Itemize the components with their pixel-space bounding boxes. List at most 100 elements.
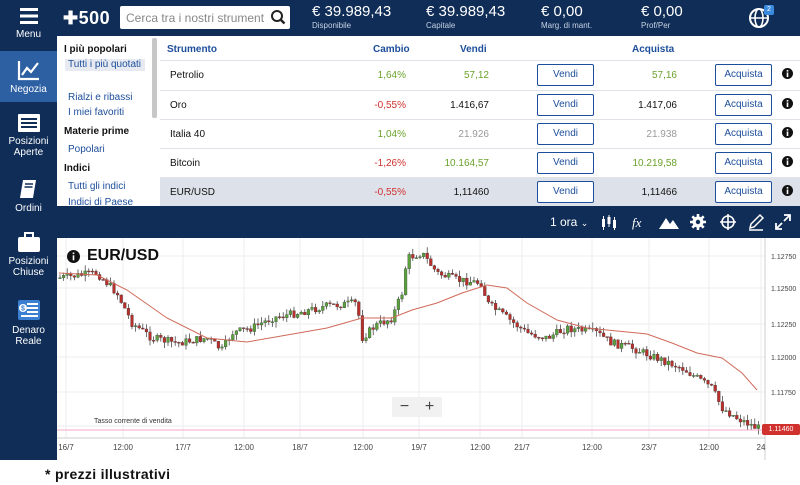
info-icon[interactable] — [782, 156, 793, 167]
candle-body — [148, 331, 152, 341]
candle-body — [497, 308, 501, 311]
candle-body — [260, 322, 264, 326]
buy-button[interactable]: Acquista — [715, 123, 772, 145]
nav-positions-closed[interactable]: Posizioni Chiuse — [0, 231, 57, 281]
nav-orders[interactable]: Ordini — [0, 178, 57, 218]
chevron-down-icon: ⌄ — [580, 218, 589, 228]
table-row[interactable]: Italia 40 1,04% 21.926 Vendi 21.938 Acqu… — [160, 119, 800, 148]
price-chart[interactable]: 1.127501.125001.122501.120001.117501.115… — [57, 238, 800, 460]
candle-body — [346, 300, 350, 303]
buy-button[interactable]: Acquista — [715, 181, 772, 203]
buy-button[interactable]: Acquista — [715, 152, 772, 174]
candle-body — [94, 270, 98, 275]
category-item-country-indices[interactable]: Indici di Paese — [68, 197, 134, 206]
info-icon[interactable] — [782, 98, 793, 109]
candle-body — [443, 275, 447, 278]
candle-body — [72, 275, 76, 278]
candle-body — [670, 360, 674, 367]
search-input[interactable] — [126, 10, 264, 25]
sell-button[interactable]: Vendi — [537, 181, 594, 203]
candle-body — [238, 327, 242, 331]
mountain-chart-icon[interactable] — [658, 213, 680, 231]
margin-balance: € 0,00 Marg. di mant. — [541, 3, 592, 31]
candle-body — [652, 354, 656, 360]
gear-icon[interactable] — [689, 213, 707, 231]
timeframe-select[interactable]: 1 ora ⌄ — [550, 215, 588, 229]
candle-body — [548, 335, 552, 339]
category-scrollbar[interactable] — [152, 38, 157, 118]
indicator-fx-icon[interactable]: fx — [630, 213, 648, 231]
candle-body — [62, 275, 66, 278]
capital-value: € 39.989,43 — [426, 3, 506, 20]
candle-body — [472, 280, 476, 283]
candle-body — [180, 342, 184, 346]
nav-trade[interactable]: Negozia — [0, 51, 57, 102]
candle-body — [756, 424, 760, 429]
candle-body — [425, 252, 429, 259]
category-item-all-indices[interactable]: Tutti gli indici — [68, 181, 126, 192]
candle-body — [731, 415, 735, 417]
buy-button[interactable]: Acquista — [715, 94, 772, 116]
candle-body — [159, 335, 163, 338]
x-tick-label: 12:00 — [234, 443, 255, 452]
candle-body — [519, 326, 523, 329]
sell-button[interactable]: Vendi — [537, 94, 594, 116]
zoom-in-button[interactable]: + — [424, 398, 435, 415]
instrument-change: 1,64% — [377, 70, 406, 81]
money-icon: $ — [17, 300, 40, 320]
y-axis: 1.127501.125001.122501.120001.117501.115… — [771, 254, 796, 431]
candle-body — [285, 314, 289, 318]
info-icon[interactable] — [782, 68, 793, 79]
col-header-change: Cambio — [373, 44, 410, 55]
candle-body — [447, 272, 451, 278]
candle-body — [414, 257, 418, 259]
sell-button[interactable]: Vendi — [537, 123, 594, 145]
y-tick-label: 1.12000 — [771, 355, 796, 362]
candle-body — [353, 299, 357, 303]
candle-body — [623, 343, 627, 345]
candle-body — [90, 270, 94, 273]
category-item-rises-falls[interactable]: Rialzi e ribassi — [68, 92, 133, 103]
candle-body — [566, 325, 570, 334]
search-icon[interactable] — [266, 6, 290, 29]
x-tick-label: 12:00 — [113, 443, 134, 452]
candle-body — [83, 270, 87, 276]
info-icon[interactable] — [67, 250, 80, 263]
candle-body — [335, 303, 339, 308]
table-row[interactable]: Oro -0,55% 1.416,67 Vendi 1.417,06 Acqui… — [160, 90, 800, 119]
info-icon[interactable] — [782, 127, 793, 138]
table-row-selected[interactable]: EUR/USD -0,55% 1,11460 Vendi 1,11466 Acq… — [160, 177, 800, 206]
candlestick-icon[interactable] — [600, 213, 618, 231]
sell-button[interactable]: Vendi — [537, 64, 594, 86]
category-item-popular-commodities[interactable]: Popolari — [68, 144, 105, 155]
nav-positions-open[interactable]: Posizioni Aperte — [0, 113, 57, 163]
instrument-sell-price: 1,11460 — [453, 187, 489, 198]
info-icon[interactable] — [782, 185, 793, 196]
candle-body — [400, 294, 404, 300]
zoom-out-button[interactable]: − — [399, 398, 410, 415]
instrument-change: -1,26% — [374, 158, 406, 169]
crosshair-icon[interactable] — [719, 213, 737, 231]
sell-button[interactable]: Vendi — [537, 152, 594, 174]
table-row[interactable]: Petrolio 1,64% 57,12 Vendi 57,16 Acquist… — [160, 60, 800, 89]
y-tick-label: 1.11750 — [771, 390, 796, 397]
nav-real-money-line2: Reale — [15, 336, 42, 347]
candle-body — [699, 375, 703, 379]
instrument-change: -0,55% — [374, 187, 406, 198]
candle-body — [108, 282, 112, 286]
category-item-top-quoted[interactable]: Tutti i più quotati — [65, 59, 145, 71]
category-item-favorites[interactable]: I miei favoriti — [68, 107, 125, 118]
expand-icon[interactable] — [774, 213, 792, 231]
nav-menu[interactable]: Menu — [0, 6, 57, 48]
candle-body — [454, 274, 458, 277]
zoom-controls: − + — [392, 397, 442, 417]
top-bar: ✚500 € 39.989,43 Disponibile € 39.989,43… — [57, 0, 800, 36]
candle-body — [648, 355, 652, 360]
candle-body — [494, 303, 498, 310]
table-row[interactable]: Bitcoin -1,26% 10.164,57 Vendi 10.219,58… — [160, 148, 800, 177]
pencil-icon[interactable] — [747, 213, 765, 231]
candle-body — [580, 327, 584, 332]
nav-real-money[interactable]: $ Denaro Reale — [0, 298, 57, 354]
buy-button[interactable]: Acquista — [715, 64, 772, 86]
globe-icon[interactable] — [747, 6, 771, 30]
